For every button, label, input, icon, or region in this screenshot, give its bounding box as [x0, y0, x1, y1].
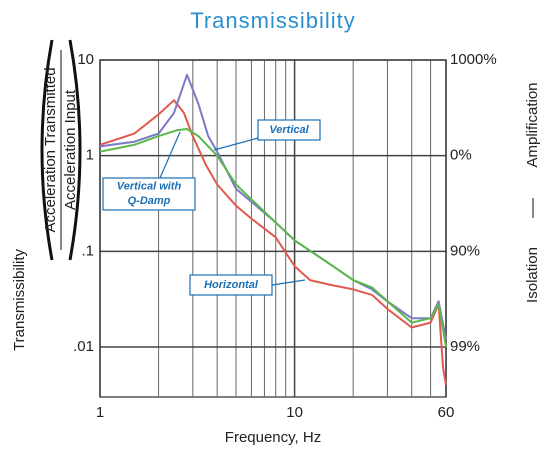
- y-axis-label: Acceleration Transmitted: [42, 67, 59, 232]
- y2-tick-label: 1000%: [450, 51, 497, 68]
- x-tick-label: 60: [438, 404, 455, 421]
- series-line: [99, 99, 447, 386]
- annotation-box: [102, 177, 196, 211]
- paren: [40, 39, 54, 261]
- y2-tick-label: 0%: [450, 147, 472, 164]
- leader-line: [213, 137, 259, 151]
- y2-tick-label: 99%: [450, 338, 480, 355]
- y-axis-label: Acceleration Input: [62, 89, 79, 210]
- y2-axis-label: Amplification: [524, 82, 541, 167]
- x-tick-label: 1: [96, 404, 104, 421]
- annotation: Vertical with: [117, 181, 182, 193]
- chart-title: Transmissibility: [190, 8, 356, 33]
- annotation-box: [189, 274, 273, 296]
- y-tick-label: 10: [77, 51, 94, 68]
- y2-tick-label: 90%: [450, 242, 480, 259]
- x-axis-label: Frequency, Hz: [225, 429, 321, 446]
- y-tick-label: .1: [81, 242, 94, 259]
- annotation-box: [257, 119, 321, 141]
- x-tick-label: 10: [286, 404, 303, 421]
- annotation: Q-Damp: [128, 195, 171, 207]
- annotation: Vertical: [269, 124, 309, 136]
- y-axis-label: Transmissibility: [11, 249, 28, 351]
- annotation: Horizontal: [204, 279, 259, 291]
- series-line: [99, 128, 447, 348]
- y-tick-label: .01: [73, 338, 94, 355]
- leader-line: [159, 131, 181, 179]
- y-tick-label: 1: [86, 147, 94, 164]
- paren: [68, 39, 82, 261]
- leader-line: [271, 279, 306, 286]
- y2-axis-label: Isolation: [524, 247, 541, 303]
